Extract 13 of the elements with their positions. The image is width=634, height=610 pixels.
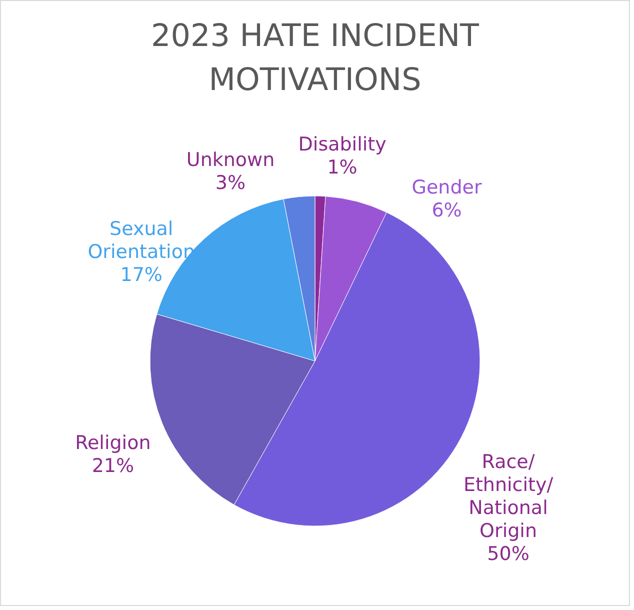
slice-label: Race/Ethnicity/National Origin xyxy=(463,450,554,542)
slice-label: Sexual Orientation xyxy=(88,218,195,264)
slice-label: Disability xyxy=(298,134,386,156)
slice-label: Gender xyxy=(412,176,482,198)
chart-title: 2023 HATE INCIDENT MOTIVATIONS xyxy=(151,18,480,98)
slice-label: Unknown xyxy=(186,149,275,172)
data-label: 1% xyxy=(327,156,358,179)
data-label: 17% xyxy=(120,264,162,286)
slice-label: Religion xyxy=(75,432,151,454)
data-label: 3% xyxy=(215,172,246,194)
data-label: 21% xyxy=(92,454,134,477)
data-label: 50% xyxy=(487,542,530,565)
data-label: 6% xyxy=(432,199,462,222)
